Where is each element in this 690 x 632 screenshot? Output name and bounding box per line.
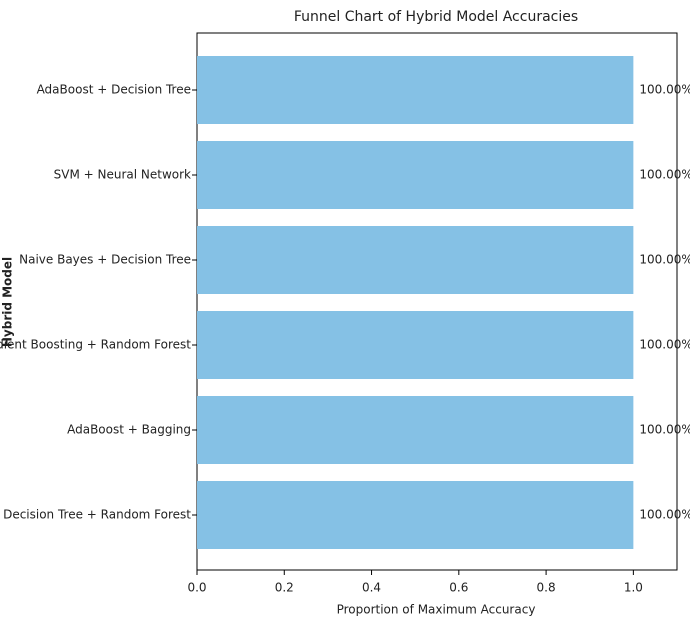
y-tick-label: SVM + Neural Network <box>54 168 191 182</box>
chart-title: Funnel Chart of Hybrid Model Accuracies <box>294 9 578 25</box>
value-label: 100.00% <box>639 253 690 267</box>
y-tick-label: AdaBoost + Decision Tree <box>37 83 191 97</box>
bar <box>197 311 634 379</box>
x-tick-label: 0.2 <box>275 581 294 595</box>
y-tick-label: Gradient Boosting + Random Forest <box>0 338 191 352</box>
x-tick-label: 0.4 <box>362 581 381 595</box>
value-label: 100.00% <box>639 168 690 182</box>
x-tick-label: 0.6 <box>449 581 468 595</box>
value-label: 100.00% <box>639 508 690 522</box>
x-tick-label: 0.0 <box>187 581 206 595</box>
x-axis-label: Proportion of Maximum Accuracy <box>337 603 536 617</box>
value-label: 100.00% <box>639 83 690 97</box>
value-label: 100.00% <box>639 338 690 352</box>
plot-frame <box>196 32 678 571</box>
y-tick-label: Decision Tree + Random Forest <box>3 508 191 522</box>
bar <box>197 396 634 464</box>
y-axis-label: Hybrid Model <box>1 257 15 347</box>
y-tick-label: AdaBoost + Bagging <box>67 423 191 437</box>
bar <box>197 56 634 124</box>
x-tick-label: 1.0 <box>624 581 643 595</box>
bar <box>197 141 634 209</box>
x-tick-label: 0.8 <box>537 581 556 595</box>
bar <box>197 226 634 294</box>
bar <box>197 481 634 549</box>
value-label: 100.00% <box>639 423 690 437</box>
y-tick-label: Naive Bayes + Decision Tree <box>19 253 191 267</box>
